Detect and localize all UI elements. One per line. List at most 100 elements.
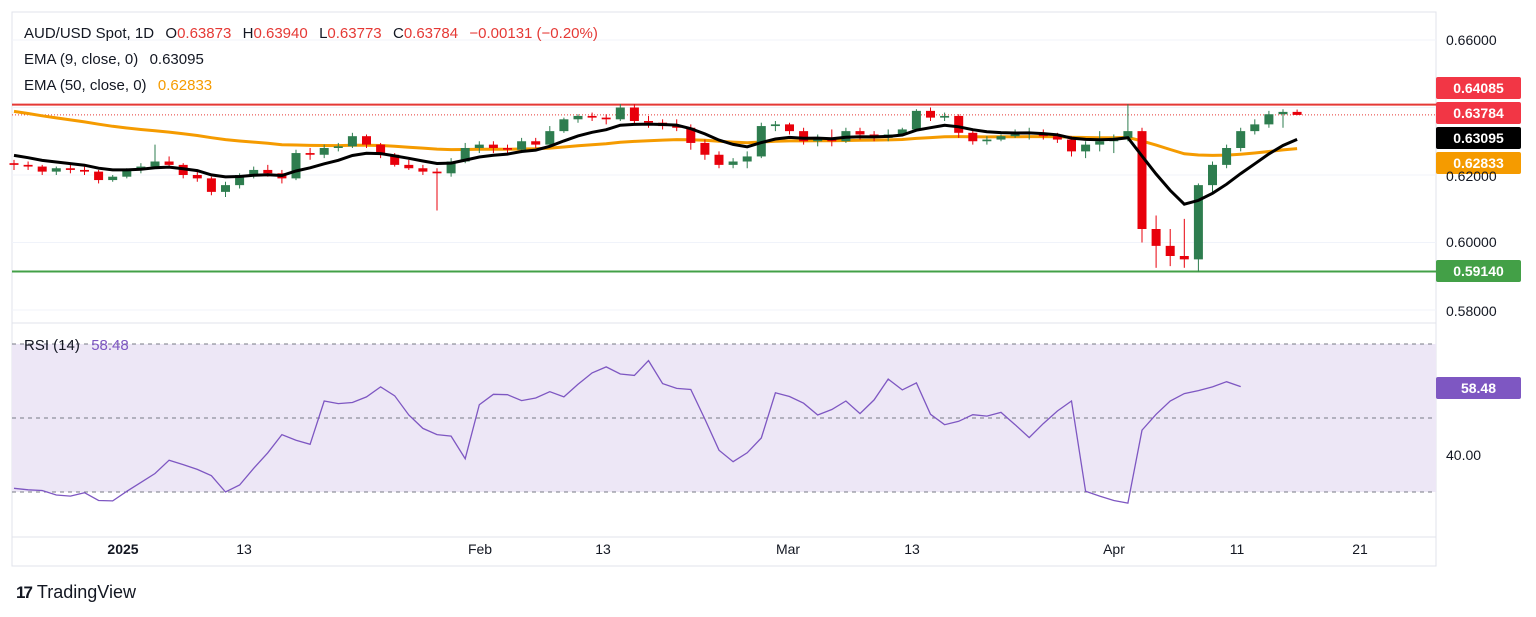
time-tick-label: Feb [468,541,492,557]
candle-body [1292,111,1302,115]
candle-body [37,166,47,172]
open-label: O [165,25,178,42]
candle-body [742,156,752,162]
change-value: −0.00131 (−0.20%) [469,25,598,42]
candle-body [615,107,625,120]
last-price-tag: 0.63784 [1436,102,1521,124]
candle-body [911,110,921,130]
ema9-price-tag: 0.63095 [1436,127,1521,149]
candle-body [333,146,343,148]
candle-body [982,139,992,142]
time-tick-label: Apr [1103,541,1125,557]
tradingview-logo-icon: 17 [16,582,33,602]
close-value: 0.63784 [403,25,459,42]
candle-body [390,154,400,165]
candle-body [291,153,301,179]
ema9-layer [13,122,1298,206]
candle-body [545,131,555,145]
close-label: C [392,25,404,42]
candle-body [404,164,414,169]
ema9-legend[interactable]: EMA (9, close, 0) 0.63095 [24,51,207,68]
candle-body [446,161,456,174]
candle-body [1123,131,1133,138]
candle-body [460,148,470,162]
ema50-label: EMA (50, close, 0) [24,77,147,94]
ema50-line [13,109,1298,157]
candle-body [1052,136,1062,140]
price-tick-label: 0.66000 [1446,32,1497,48]
ohlc-legend: AUD/USD Spot, 1D O0.63873 H0.63940 L0.63… [24,25,601,42]
rsi-value: 58.48 [91,337,129,354]
ema9-label: EMA (9, close, 0) [24,51,139,68]
candle-body [1010,134,1020,137]
rsi-value-tag: 58.48 [1436,377,1521,399]
candle-body [362,136,371,145]
candle-body [319,148,329,155]
candle-body [700,142,710,155]
candle-body [968,132,978,142]
tradingview-logo[interactable]: 17 TradingView [16,582,136,603]
candle-body [263,169,273,174]
ema9-line [13,122,1298,206]
candle-body [728,161,738,165]
candle-body [1250,124,1260,132]
candle-body [644,121,653,123]
candle-body [94,171,104,181]
candle-body [517,141,527,150]
candle-body [926,110,935,118]
price-tick-label: 0.58000 [1446,303,1497,319]
candle-body [347,136,357,147]
chart-frame [11,11,1437,567]
time-tick-label: 11 [1230,541,1245,557]
ema50-value: 0.62833 [157,77,213,94]
candle-body [1151,229,1161,246]
candle-body [65,168,75,170]
time-tick-label: 2025 [107,541,138,557]
candle-body [855,131,865,135]
ema50-price-tag: 0.62833 [1436,152,1521,174]
rsi-label: RSI (14) [24,337,80,354]
candle-body [221,185,230,192]
open-value: 0.63873 [177,25,232,42]
candle-body [376,144,386,155]
candle-body [474,144,484,148]
symbol-label[interactable]: AUD/USD Spot, 1D [24,25,155,42]
candle-body [601,117,611,120]
high-value: 0.63940 [253,25,308,42]
candle-body [122,169,132,177]
low-value: 0.63773 [327,25,382,42]
candle-body [587,115,597,118]
candle-body [235,175,245,186]
rsi-legend[interactable]: RSI (14) 58.48 [24,337,132,354]
candle-body [1095,141,1105,145]
candle-body [785,124,794,132]
candle-body [672,126,682,128]
candle-body [206,178,216,192]
candle-body [164,161,174,165]
candle-body [1236,131,1246,148]
candle-body [192,175,202,179]
ema50-legend[interactable]: EMA (50, close, 0) 0.62833 [24,77,215,94]
candle-body [1222,148,1232,165]
candle-body [418,168,428,172]
candle-body [432,171,442,174]
candle-body [1264,114,1274,125]
price-tick-label: 0.60000 [1446,234,1497,250]
time-tick-label: 13 [904,541,920,557]
candle-body [629,107,639,121]
candle-body [503,148,512,150]
rsi-pane [12,343,1436,504]
rsi-tick-label: 40.00 [1446,447,1482,463]
candle-body [940,115,950,118]
candle-body [770,124,780,127]
time-tick-label: 13 [595,541,611,557]
candle-body [559,119,569,132]
low-label: L [319,25,328,42]
candle-body [1208,164,1217,186]
candle-body [80,169,89,172]
candle-body [305,153,315,155]
candle-body [108,176,118,181]
candle-body [51,168,61,172]
time-tick-label: Mar [776,541,800,557]
